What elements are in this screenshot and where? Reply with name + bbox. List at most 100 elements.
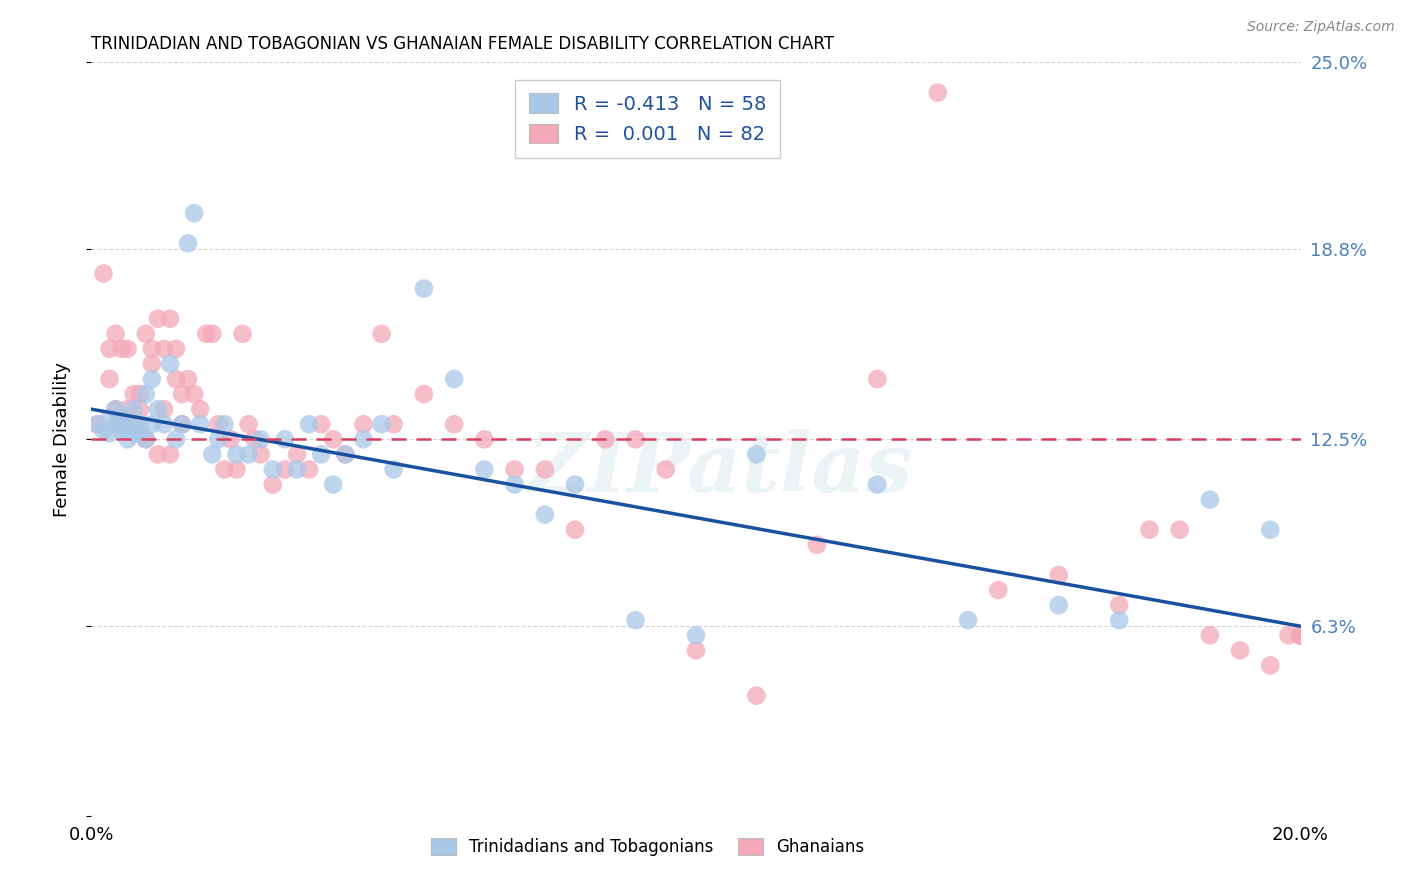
Point — [183, 387, 205, 401]
Point — [274, 462, 297, 476]
Point — [595, 432, 617, 446]
Point — [322, 477, 344, 491]
Point — [1168, 523, 1191, 537]
Point — [146, 311, 169, 326]
Point — [1260, 658, 1282, 673]
Point — [195, 326, 218, 341]
Point — [104, 402, 127, 417]
Point — [153, 402, 176, 417]
Point — [685, 628, 707, 642]
Point — [122, 387, 145, 401]
Point — [322, 432, 344, 446]
Point — [262, 462, 284, 476]
Point — [309, 417, 332, 432]
Point — [104, 417, 127, 432]
Point — [370, 326, 392, 341]
Point — [141, 342, 163, 356]
Point — [564, 523, 586, 537]
Point — [472, 432, 495, 446]
Point — [128, 387, 150, 401]
Point — [987, 583, 1010, 598]
Point — [93, 423, 115, 437]
Point — [1229, 643, 1251, 657]
Point — [141, 357, 163, 371]
Point — [93, 267, 115, 281]
Point — [153, 342, 176, 356]
Point — [745, 689, 768, 703]
Point — [86, 417, 108, 432]
Legend: Trinidadians and Tobagonians, Ghanaians: Trinidadians and Tobagonians, Ghanaians — [422, 830, 873, 864]
Point — [1047, 598, 1070, 612]
Point — [1289, 628, 1312, 642]
Point — [274, 432, 297, 446]
Point — [135, 432, 157, 446]
Point — [111, 411, 132, 425]
Point — [472, 462, 495, 476]
Point — [654, 462, 676, 476]
Point — [146, 447, 169, 461]
Point — [685, 643, 707, 657]
Point — [122, 417, 145, 432]
Point — [225, 462, 247, 476]
Point — [98, 372, 121, 386]
Point — [1289, 628, 1312, 642]
Point — [262, 477, 284, 491]
Point — [352, 417, 374, 432]
Point — [111, 417, 132, 432]
Point — [159, 311, 181, 326]
Point — [98, 411, 121, 425]
Text: TRINIDADIAN AND TOBAGONIAN VS GHANAIAN FEMALE DISABILITY CORRELATION CHART: TRINIDADIAN AND TOBAGONIAN VS GHANAIAN F… — [91, 35, 834, 53]
Point — [159, 447, 181, 461]
Point — [624, 613, 647, 627]
Point — [165, 432, 187, 446]
Point — [111, 423, 132, 437]
Point — [335, 447, 357, 461]
Point — [249, 447, 271, 461]
Point — [298, 462, 321, 476]
Point — [335, 447, 357, 461]
Point — [122, 426, 145, 441]
Point — [1108, 598, 1130, 612]
Point — [1277, 628, 1299, 642]
Point — [201, 447, 224, 461]
Y-axis label: Female Disability: Female Disability — [52, 362, 70, 516]
Point — [382, 417, 405, 432]
Point — [382, 462, 405, 476]
Point — [188, 402, 211, 417]
Point — [146, 402, 169, 417]
Point — [172, 417, 194, 432]
Point — [86, 417, 108, 432]
Point — [214, 462, 236, 476]
Point — [98, 342, 121, 356]
Point — [285, 462, 308, 476]
Point — [135, 326, 157, 341]
Point — [117, 402, 139, 417]
Point — [806, 538, 828, 552]
Point — [219, 432, 242, 446]
Point — [956, 613, 979, 627]
Point — [117, 432, 139, 446]
Point — [128, 423, 150, 437]
Point — [503, 477, 526, 491]
Point — [104, 326, 127, 341]
Point — [141, 417, 163, 432]
Point — [866, 477, 889, 491]
Point — [172, 417, 194, 432]
Point — [111, 342, 132, 356]
Point — [298, 417, 321, 432]
Point — [1289, 628, 1312, 642]
Point — [533, 508, 555, 522]
Point — [207, 417, 229, 432]
Point — [165, 372, 187, 386]
Point — [503, 462, 526, 476]
Point — [285, 447, 308, 461]
Point — [370, 417, 392, 432]
Point — [153, 417, 176, 432]
Point — [117, 417, 139, 432]
Point — [225, 447, 247, 461]
Point — [866, 372, 889, 386]
Point — [128, 402, 150, 417]
Point — [172, 387, 194, 401]
Point — [214, 417, 236, 432]
Point — [159, 357, 181, 371]
